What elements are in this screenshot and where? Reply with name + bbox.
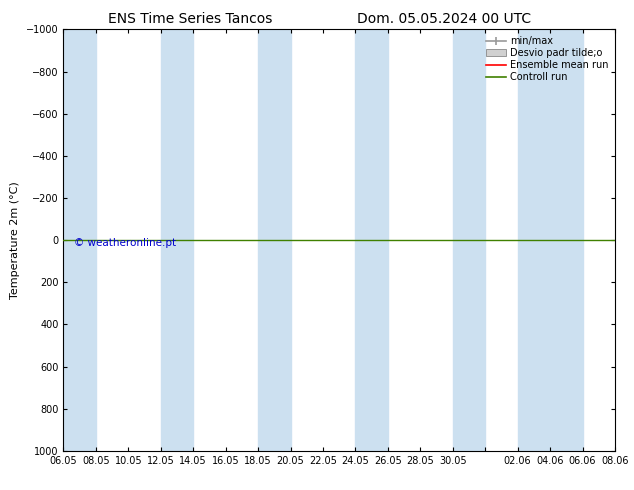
Bar <box>63 29 96 451</box>
Text: © weatheronline.pt: © weatheronline.pt <box>74 238 176 248</box>
Y-axis label: Temperature 2m (°C): Temperature 2m (°C) <box>10 181 20 299</box>
Legend: min/max, Desvio padr tilde;o, Ensemble mean run, Controll run: min/max, Desvio padr tilde;o, Ensemble m… <box>484 34 610 84</box>
Text: ENS Time Series Tancos: ENS Time Series Tancos <box>108 12 273 26</box>
Bar <box>517 29 583 451</box>
Bar <box>453 29 485 451</box>
Bar <box>356 29 388 451</box>
Text: Dom. 05.05.2024 00 UTC: Dom. 05.05.2024 00 UTC <box>357 12 531 26</box>
Bar <box>258 29 290 451</box>
Bar <box>161 29 193 451</box>
